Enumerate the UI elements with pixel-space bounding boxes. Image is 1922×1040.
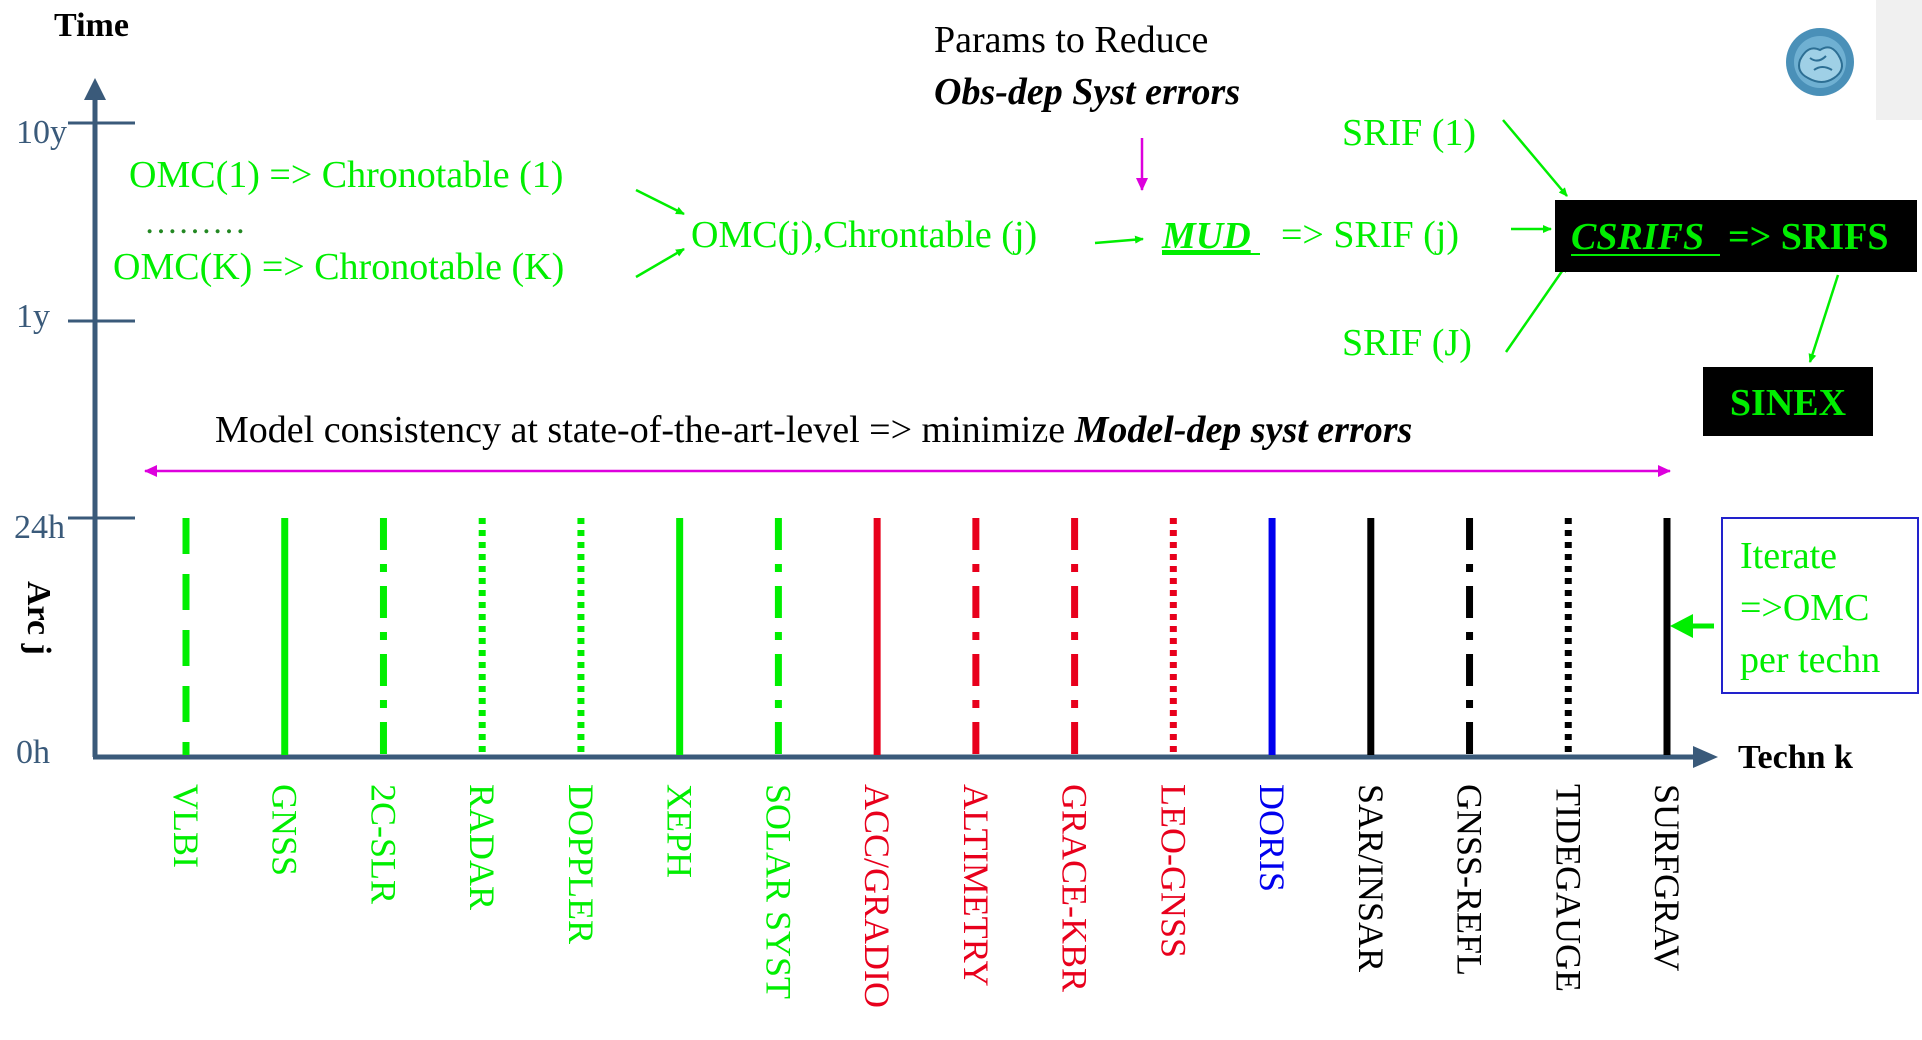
srif-1-label: SRIF (1) bbox=[1342, 112, 1476, 154]
y-tick-label-24h: 24h bbox=[14, 509, 65, 546]
arrow-omc1-to-omcj bbox=[635, 188, 685, 216]
technique-label-sar-insar: SAR/INSAR bbox=[1351, 784, 1391, 972]
y-tick-label-10y: 10y bbox=[16, 114, 67, 151]
iterate-box: Iterate =>OMC per techn bbox=[1721, 517, 1919, 694]
y-tick-label-1y: 1y bbox=[16, 298, 50, 335]
sinex-box bbox=[1703, 367, 1873, 436]
arrow-omcj-to-mud bbox=[1094, 235, 1144, 245]
technique-label-leo-gnss: LEO-GNSS bbox=[1153, 784, 1193, 958]
mud-label: MUD bbox=[1161, 215, 1251, 257]
technique-label-doppler: DOPPLER bbox=[561, 784, 601, 944]
arrow-omck-to-omcj bbox=[635, 247, 685, 279]
technique-label-vlbi: VLBI bbox=[166, 784, 206, 868]
ellipsis-label: ……… bbox=[144, 204, 246, 241]
iterate-line3: per techn bbox=[1740, 639, 1880, 681]
omc-k-label: OMC(K) => Chronotable (K) bbox=[113, 246, 564, 288]
technique-label-xeph: XEPH bbox=[660, 784, 700, 878]
consistency-emphasis: Model-dep syst errors bbox=[1074, 409, 1413, 451]
technique-label-grace-kbr: GRACE-KBR bbox=[1055, 784, 1095, 992]
brain-logo-icon bbox=[1786, 0, 1922, 120]
csrifs-label: CSRIFS bbox=[1571, 216, 1704, 258]
arrow-srifbigj-to-csrifs bbox=[1504, 263, 1569, 353]
params-title: Params to Reduce bbox=[934, 19, 1208, 61]
technique-label-gnss: GNSS bbox=[265, 784, 305, 876]
arrow-csrifs-to-sinex bbox=[1808, 274, 1840, 363]
technique-label-gnss-refl: GNSS-REFL bbox=[1450, 784, 1490, 976]
technique-bars bbox=[182, 518, 1671, 755]
sinex-label: SINEX bbox=[1730, 382, 1846, 424]
technique-label-radar: RADAR bbox=[462, 784, 502, 910]
x-axis-arrowhead bbox=[1693, 746, 1718, 768]
omc-j-label: OMC(j),Chrontable (j) bbox=[691, 214, 1037, 256]
flow: OMC(1) => Chronotable (1) ……… OMC(K) => … bbox=[113, 19, 1917, 436]
srifs-label: => SRIFS bbox=[1728, 216, 1889, 258]
consistency-prefix: Model consistency at state-of-the-art-le… bbox=[215, 409, 1075, 451]
technique-label-altimetry: ALTIMETRY bbox=[956, 784, 996, 987]
arrow-srif1-to-csrifs bbox=[1502, 119, 1568, 197]
technique-label-tidegauge: TIDEGAUGE bbox=[1548, 784, 1588, 992]
iterate-line2: =>OMC bbox=[1740, 587, 1869, 629]
technique-label-2c-slr: 2C-SLR bbox=[363, 784, 403, 904]
axes: Time Techn k 10y 1y 24h 0h Arc j bbox=[14, 7, 1853, 776]
y-tick-label-0h: 0h bbox=[16, 734, 50, 771]
y-axis-arrowhead bbox=[84, 78, 106, 100]
arc-label: Arc j bbox=[20, 581, 57, 655]
csrifs-box bbox=[1555, 200, 1917, 272]
srif-j-label: => SRIF (j) bbox=[1281, 214, 1459, 256]
iterate-line1: Iterate bbox=[1740, 535, 1837, 577]
omc-1-label: OMC(1) => Chronotable (1) bbox=[129, 154, 563, 196]
technique-label-doris: DORIS bbox=[1252, 784, 1292, 892]
y-axis-title: Time bbox=[54, 7, 129, 44]
x-axis-title: Techn k bbox=[1738, 739, 1853, 776]
technique-label-solar-syst: SOLAR SYST bbox=[758, 784, 798, 999]
consistency-text: Model consistency at state-of-the-art-le… bbox=[215, 409, 1412, 451]
arrow-iterate-head bbox=[1670, 614, 1693, 638]
srif-big-j-label: SRIF (J) bbox=[1342, 322, 1472, 364]
params-subtitle: Obs-dep Syst errors bbox=[934, 71, 1240, 113]
technique-labels: VLBI GNSS 2C-SLR RADAR DOPPLER XEPH SOLAR SYST… bbox=[166, 784, 1687, 1008]
technique-label-acc-gradio: ACC/GRADIO bbox=[857, 784, 897, 1008]
iterate-box-frame bbox=[1721, 517, 1919, 694]
technique-label-surfgrav: SURFGRAV bbox=[1647, 784, 1687, 971]
